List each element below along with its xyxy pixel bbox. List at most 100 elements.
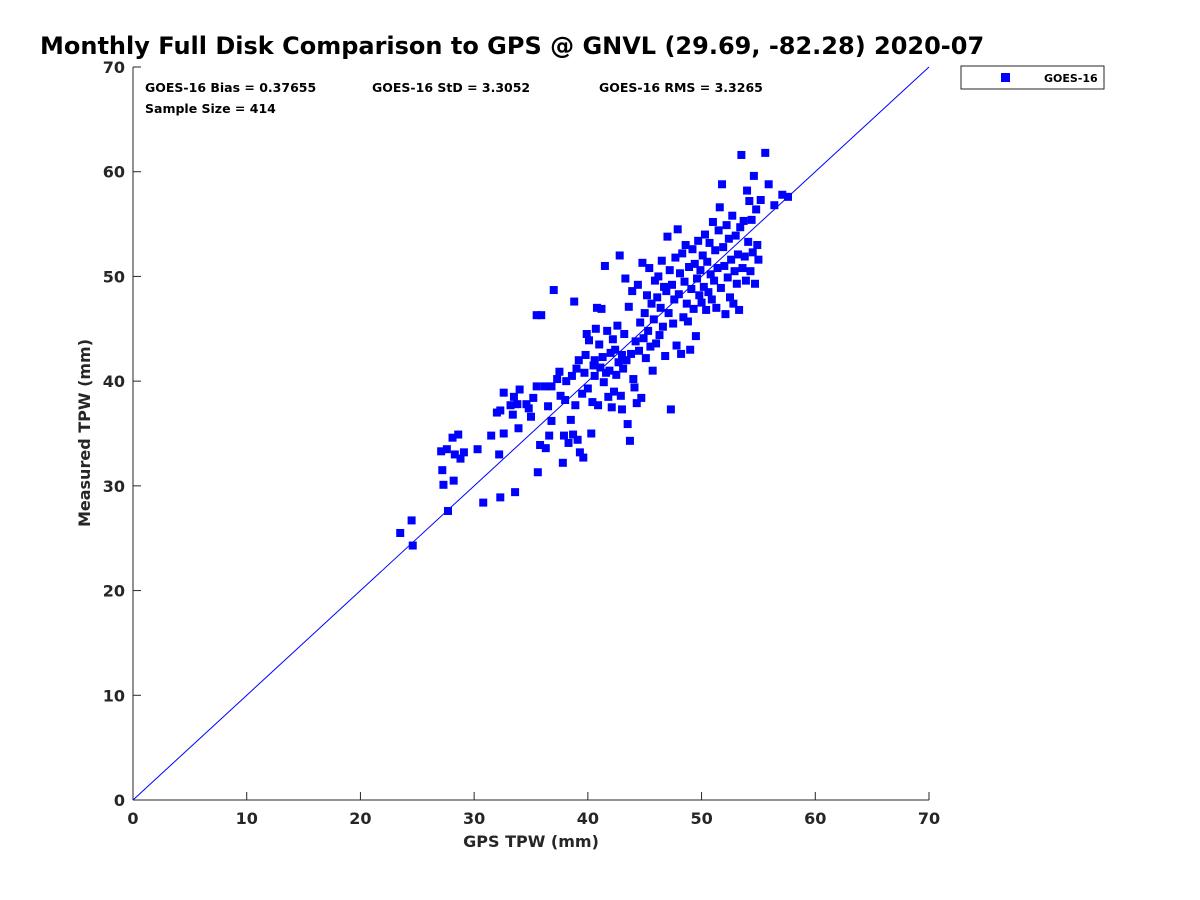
- data-point: [745, 197, 754, 206]
- data-point: [770, 201, 779, 210]
- data-point: [675, 269, 684, 278]
- data-point: [564, 438, 573, 447]
- data-point: [590, 356, 599, 365]
- data-point: [614, 358, 623, 367]
- data-point: [622, 356, 631, 365]
- y-tick-label: 70: [103, 58, 125, 77]
- data-point: [580, 368, 589, 377]
- data-point: [529, 393, 538, 402]
- x-tick-label: 60: [804, 809, 826, 828]
- data-point: [722, 221, 731, 230]
- data-point: [655, 331, 664, 340]
- data-point: [584, 336, 593, 345]
- data-point: [716, 283, 725, 292]
- data-point: [438, 466, 447, 475]
- data-point: [735, 305, 744, 314]
- y-axis-label: Measured TPW (mm): [75, 339, 94, 527]
- plot-area: 0 10 20 30 40 50 60 70 0 10 20 30 40 50 60 70: [103, 58, 940, 828]
- data-point: [605, 366, 614, 375]
- data-point: [559, 431, 568, 440]
- data-point: [588, 398, 597, 407]
- data-point: [640, 309, 649, 318]
- data-point: [637, 393, 646, 402]
- data-point: [746, 267, 755, 276]
- data-point: [724, 234, 733, 243]
- data-points: [396, 148, 792, 550]
- data-point: [511, 488, 520, 497]
- data-point: [639, 334, 648, 343]
- x-tick-label: 50: [690, 809, 712, 828]
- data-point: [631, 337, 640, 346]
- chart-title: Monthly Full Disk Comparison to GPS @ GN…: [40, 32, 984, 60]
- y-tick-label: 60: [103, 163, 125, 182]
- data-point: [613, 321, 622, 330]
- data-point: [733, 250, 742, 259]
- legend-marker-square: [1001, 73, 1010, 82]
- data-point: [635, 346, 644, 355]
- legend: GOES-16: [960, 65, 1105, 90]
- data-point: [598, 353, 607, 362]
- data-point: [752, 205, 761, 214]
- data-point: [628, 287, 637, 296]
- data-point: [660, 282, 669, 291]
- data-point: [665, 266, 674, 275]
- data-point: [633, 280, 642, 289]
- data-point: [694, 236, 703, 245]
- data-point: [578, 389, 587, 398]
- data-point: [740, 252, 749, 261]
- data-point: [666, 405, 675, 414]
- data-point: [567, 371, 576, 380]
- data-point: [621, 274, 630, 283]
- data-point: [454, 430, 463, 439]
- data-point: [619, 364, 628, 373]
- data-point: [726, 293, 734, 302]
- data-point: [761, 148, 770, 157]
- data-point: [671, 253, 680, 262]
- data-point: [663, 232, 672, 241]
- data-point: [623, 420, 632, 429]
- data-point: [688, 245, 697, 254]
- data-point: [591, 324, 600, 333]
- data-point: [638, 258, 647, 267]
- data-point: [513, 400, 522, 409]
- data-point: [753, 241, 762, 250]
- data-point: [728, 211, 737, 220]
- data-point: [508, 410, 517, 419]
- data-point: [718, 180, 727, 189]
- data-point: [636, 318, 645, 327]
- data-point: [607, 403, 616, 412]
- data-point: [562, 377, 571, 386]
- y-tick-label: 20: [103, 582, 125, 601]
- data-point: [664, 309, 673, 318]
- data-point: [708, 217, 717, 226]
- data-point: [617, 405, 626, 414]
- data-point: [687, 284, 696, 293]
- data-point: [783, 192, 792, 201]
- data-point: [509, 392, 518, 401]
- y-tick-label: 40: [103, 372, 125, 391]
- data-point: [697, 298, 706, 307]
- data-point: [396, 528, 405, 537]
- x-ticks: 0 10 20 30 40 50 60 70: [127, 792, 940, 828]
- data-point: [590, 371, 599, 380]
- data-point: [698, 251, 707, 260]
- data-point: [736, 223, 745, 232]
- data-point: [547, 416, 556, 425]
- data-point: [653, 293, 662, 302]
- data-point: [670, 295, 679, 304]
- data-point: [549, 286, 558, 295]
- data-point: [764, 180, 773, 189]
- data-point: [669, 319, 678, 328]
- data-point: [594, 401, 603, 410]
- stat-bias: GOES-16 Bias = 0.37655: [145, 80, 316, 95]
- data-point: [608, 335, 617, 344]
- data-point: [437, 447, 446, 456]
- data-point: [751, 279, 760, 288]
- x-tick-label: 40: [577, 809, 599, 828]
- y-tick-label: 50: [103, 267, 125, 286]
- data-point: [713, 264, 722, 273]
- data-point: [747, 215, 756, 224]
- data-point: [587, 429, 596, 438]
- data-point: [541, 444, 550, 453]
